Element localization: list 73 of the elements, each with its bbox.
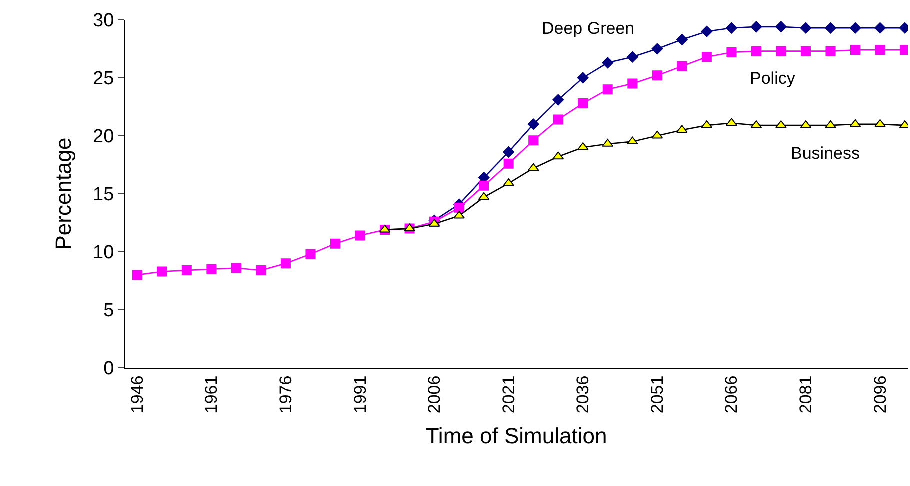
point [776, 21, 787, 33]
point [875, 45, 886, 56]
point [701, 26, 713, 38]
point [800, 22, 812, 34]
y-tick-label: 25 [93, 68, 114, 90]
point [578, 98, 588, 109]
point [479, 180, 490, 191]
point [355, 230, 366, 241]
point [602, 57, 614, 69]
point [652, 70, 662, 81]
point [874, 22, 886, 34]
point [206, 264, 217, 274]
point [330, 238, 340, 249]
point [528, 118, 540, 130]
point [776, 46, 786, 56]
y-tick-label: 30 [93, 10, 114, 32]
point [280, 258, 291, 269]
series-label: Policy [750, 69, 796, 88]
series-label: Deep Green [542, 19, 635, 38]
point [626, 51, 638, 63]
y-tick-label: 10 [93, 242, 114, 264]
x-tick-label: 2051 [648, 376, 667, 414]
point [552, 152, 564, 160]
x-tick-label: 1961 [202, 376, 222, 414]
point [850, 45, 860, 56]
point [182, 266, 192, 276]
point [552, 94, 564, 106]
point [751, 46, 762, 56]
point [652, 43, 664, 55]
point [553, 114, 564, 125]
point [577, 72, 589, 84]
point [826, 46, 836, 56]
y-tick-label: 20 [93, 126, 114, 148]
point [677, 61, 688, 72]
x-tick-label: 2006 [425, 376, 444, 414]
point [602, 84, 613, 95]
point [504, 158, 514, 169]
point [628, 78, 638, 89]
x-tick-label: 2081 [796, 376, 816, 414]
point [132, 270, 142, 280]
point [874, 119, 886, 128]
point [626, 136, 638, 145]
point [676, 34, 688, 46]
point [726, 47, 737, 58]
x-axis-title: Time of Simulation [426, 424, 608, 449]
y-tick-label: 15 [93, 184, 114, 206]
point [157, 266, 168, 277]
y-tick-label: 5 [104, 300, 114, 322]
point [726, 22, 738, 34]
point [850, 119, 862, 128]
point [306, 249, 316, 260]
point [825, 22, 836, 34]
y-axis-title: Percentage [50, 138, 76, 250]
x-tick-label: 2066 [722, 376, 742, 414]
x-tick-label: 2036 [574, 376, 593, 414]
series-label: Business [791, 144, 860, 163]
x-tick-label: 2096 [870, 376, 890, 414]
x-tick-label: 2021 [499, 376, 518, 414]
point [528, 163, 540, 172]
x-tick-label: 1946 [128, 376, 147, 414]
point [503, 146, 515, 158]
point [850, 22, 862, 34]
point [702, 52, 712, 62]
point [231, 263, 242, 274]
y-tick-label: 0 [104, 358, 114, 380]
point [454, 202, 464, 213]
point [256, 266, 266, 276]
point [750, 21, 762, 33]
x-tick-label: 1976 [276, 376, 296, 414]
point [478, 192, 490, 200]
x-tick-label: 1991 [350, 376, 370, 414]
point [800, 46, 811, 56]
point [528, 136, 539, 146]
